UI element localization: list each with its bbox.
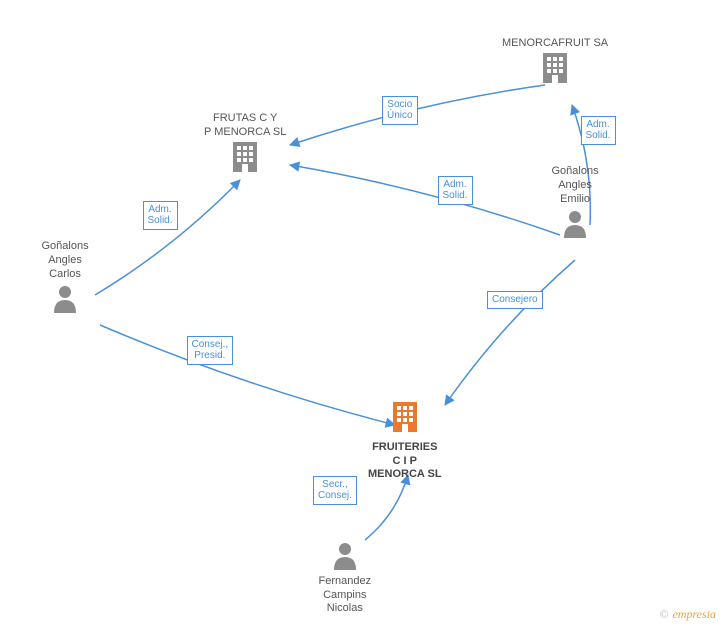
node-nicolas[interactable]: FernandezCampinsNicolas (319, 540, 372, 618)
watermark: © empresia (659, 607, 716, 622)
edge-label-carlos-frutas_cyp: Adm. Solid. (143, 201, 178, 230)
node-label-nicolas: FernandezCampinsNicolas (319, 575, 372, 616)
node-frutas_cyp[interactable]: FRUTAS C YP MENORCA SL (204, 110, 286, 178)
edge-label-emilio-fruiteries: Consejero (487, 291, 543, 309)
company-icon (538, 51, 572, 90)
edge-label-nicolas-fruiteries: Secr., Consej. (313, 476, 357, 505)
edge-carlos-fruiteries (100, 325, 395, 425)
edge-carlos-frutas_cyp (95, 180, 240, 295)
copyright-symbol: © (659, 607, 668, 621)
edge-label-emilio-frutas_cyp: Adm. Solid. (438, 176, 473, 205)
person-icon (50, 283, 80, 318)
person-icon (330, 540, 360, 575)
watermark-text: empresia (672, 607, 716, 621)
edges-layer (0, 0, 728, 630)
company-icon (228, 140, 262, 179)
node-fruiteries[interactable]: FRUITERIESC I PMENORCA SL (368, 400, 442, 482)
edge-label-carlos-fruiteries: Consej., Presid. (187, 336, 234, 365)
node-label-emilio: GoñalonsAnglesEmilio (552, 165, 599, 206)
node-label-fruiteries: FRUITERIESC I PMENORCA SL (368, 441, 442, 482)
edge-nicolas-fruiteries (365, 475, 408, 540)
edge-emilio-frutas_cyp (290, 165, 560, 235)
node-label-frutas_cyp: FRUTAS C YP MENORCA SL (204, 112, 286, 140)
edge-emilio-fruiteries (445, 260, 575, 405)
node-label-carlos: GoñalonsAnglesCarlos (42, 240, 89, 281)
node-emilio[interactable]: GoñalonsAnglesEmilio (552, 165, 599, 243)
node-label-menorcafruit: MENORCAFRUIT SA (502, 37, 608, 51)
node-menorcafruit[interactable]: MENORCAFRUIT SA (502, 35, 608, 90)
person-icon (560, 208, 590, 243)
edge-label-menorcafruit-frutas_cyp: Socio Único (382, 96, 418, 125)
company-icon (388, 400, 422, 439)
edge-label-emilio-menorcafruit: Adm. Solid. (581, 116, 616, 145)
node-carlos[interactable]: GoñalonsAnglesCarlos (42, 240, 89, 318)
diagram-canvas: MENORCAFRUIT SA FRUTAS C YP MENORCA SL (0, 0, 728, 630)
